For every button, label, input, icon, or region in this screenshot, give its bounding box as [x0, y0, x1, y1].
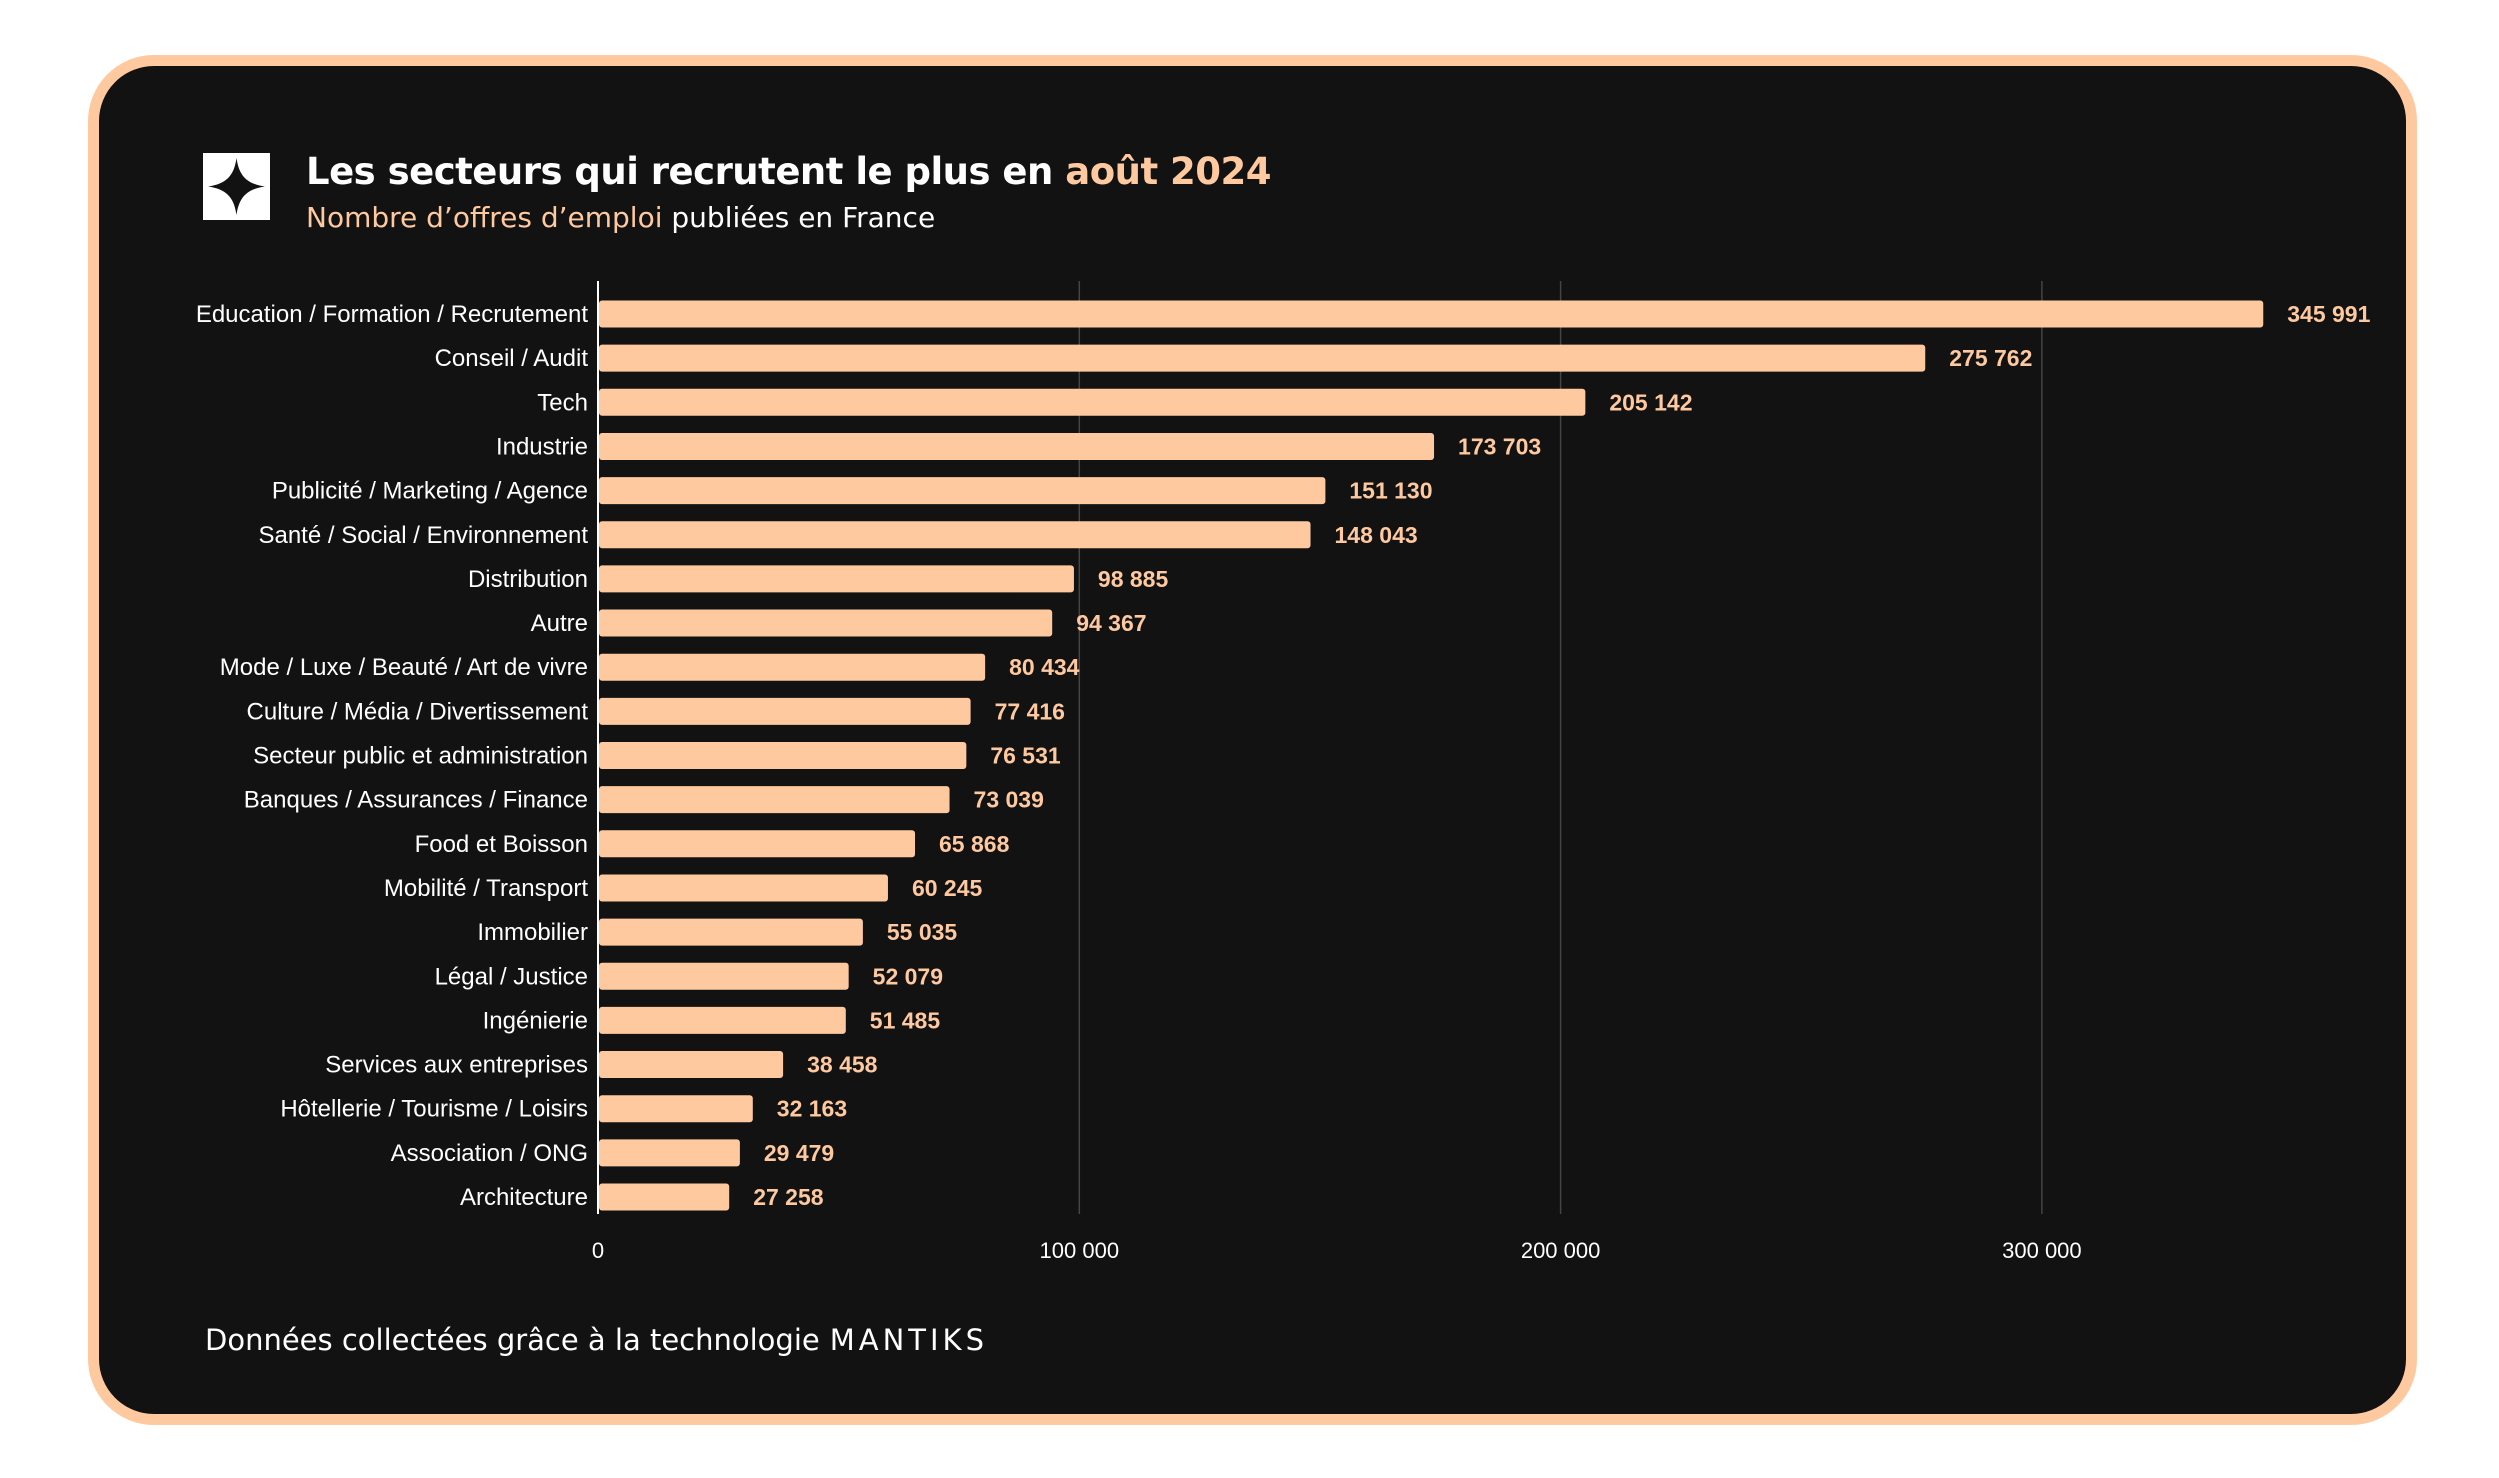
value-label: 148 043	[1335, 522, 1418, 548]
value-label: 32 163	[777, 1096, 847, 1122]
value-label: 65 868	[939, 831, 1010, 857]
bar	[599, 432, 1435, 460]
category-label: Autre	[531, 610, 588, 637]
category-label: Conseil / Audit	[435, 345, 589, 372]
category-label: Secteur public et administration	[253, 743, 588, 770]
value-label: 55 035	[887, 919, 958, 945]
value-label: 60 245	[912, 875, 983, 901]
bar	[599, 521, 1311, 549]
category-label: Industrie	[496, 433, 588, 460]
bar	[599, 1095, 753, 1123]
subtitle-highlight: Nombre d’offres d’emploi	[306, 201, 663, 234]
category-label: Food et Boisson	[415, 831, 588, 858]
category-label: Culture / Média / Divertissement	[247, 698, 589, 725]
x-tick-label: 300 000	[2002, 1238, 2082, 1263]
bar	[599, 388, 1586, 416]
value-label: 94 367	[1076, 610, 1146, 636]
value-label: 73 039	[974, 787, 1044, 813]
value-label: 173 703	[1458, 433, 1541, 459]
title-highlight: août 2024	[1065, 150, 1272, 193]
category-label: Banques / Assurances / Finance	[244, 787, 588, 814]
bar	[599, 1183, 730, 1211]
category-label: Publicité / Marketing / Agence	[272, 478, 588, 505]
category-label: Santé / Social / Environnement	[258, 522, 588, 549]
x-tick-label: 200 000	[1521, 1238, 1601, 1263]
category-label: Mode / Luxe / Beauté / Art de vivre	[220, 654, 588, 681]
title-main: Les secteurs qui recrutent le plus en	[306, 150, 1053, 193]
subtitle-rest: publiées en France	[671, 201, 936, 234]
value-label: 345 991	[2287, 301, 2370, 327]
chart-card: Les secteurs qui recrutent le plus en ao…	[88, 55, 2417, 1425]
category-label: Immobilier	[477, 919, 588, 946]
footer-text: Données collectées grâce à la technologi…	[205, 1323, 820, 1357]
value-label: 77 416	[995, 698, 1065, 724]
bar	[599, 874, 888, 902]
value-label: 52 079	[873, 963, 943, 989]
category-label: Ingénierie	[483, 1007, 588, 1034]
value-label: 29 479	[764, 1140, 834, 1166]
bar	[599, 918, 863, 946]
category-label: Hôtellerie / Tourisme / Loisirs	[280, 1096, 588, 1123]
category-label: Mobilité / Transport	[384, 875, 588, 902]
bar	[599, 742, 967, 769]
value-label: 27 258	[753, 1184, 824, 1210]
bar	[599, 830, 916, 858]
value-label: 275 762	[1949, 345, 2032, 371]
category-label: Architecture	[460, 1184, 588, 1211]
bar	[599, 786, 950, 814]
bar	[599, 565, 1074, 593]
value-label: 151 130	[1349, 478, 1432, 504]
bar	[599, 1139, 740, 1167]
x-tick-label: 0	[592, 1238, 604, 1263]
value-label: 76 531	[990, 743, 1061, 769]
bar-chart: Education / Formation / Recrutement 345 9…	[196, 281, 2371, 1263]
bar	[599, 344, 1926, 372]
category-label: Distribution	[468, 566, 588, 593]
category-label: Education / Formation / Recrutement	[196, 301, 589, 328]
bar	[599, 609, 1053, 637]
bar	[599, 300, 2264, 328]
bar	[599, 962, 849, 990]
category-label: Association / ONG	[391, 1140, 588, 1167]
value-label: 98 885	[1098, 566, 1169, 592]
category-label: Tech	[537, 389, 588, 416]
category-label: Services aux entreprises	[325, 1052, 588, 1079]
four-point-star-icon	[203, 153, 270, 220]
bar	[599, 1051, 784, 1079]
chart-title: Les secteurs qui recrutent le plus en ao…	[306, 150, 1272, 193]
value-label: 80 434	[1009, 654, 1080, 680]
category-label: Légal / Justice	[435, 963, 588, 990]
footer-credit: Données collectées grâce à la technologi…	[205, 1323, 988, 1357]
value-label: 51 485	[870, 1007, 941, 1033]
value-label: 205 142	[1609, 389, 1692, 415]
bar	[599, 653, 986, 681]
value-label: 38 458	[807, 1052, 878, 1078]
bar	[599, 477, 1326, 505]
bar	[599, 697, 971, 725]
brand-name: MANTIKS	[829, 1323, 988, 1357]
x-tick-label: 100 000	[1040, 1238, 1120, 1263]
chart-subtitle: Nombre d’offres d’emploi publiées en Fra…	[306, 201, 935, 234]
bar	[599, 1006, 846, 1034]
